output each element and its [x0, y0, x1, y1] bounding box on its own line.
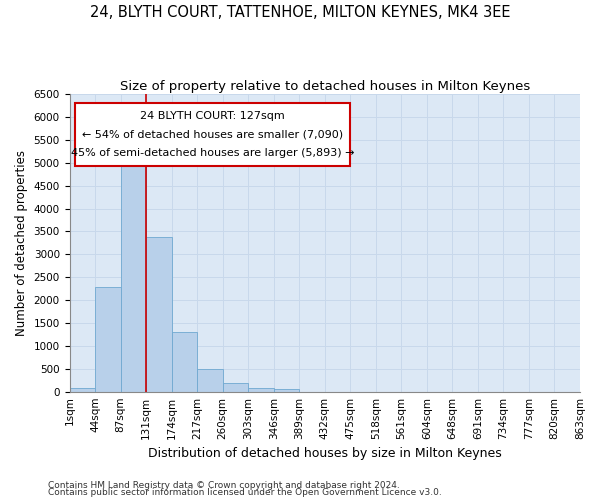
- Text: Contains public sector information licensed under the Open Government Licence v3: Contains public sector information licen…: [48, 488, 442, 497]
- Bar: [70, 388, 95, 392]
- Bar: [274, 389, 299, 392]
- Text: ← 54% of detached houses are smaller (7,090): ← 54% of detached houses are smaller (7,…: [82, 130, 343, 140]
- Bar: [172, 332, 197, 392]
- X-axis label: Distribution of detached houses by size in Milton Keynes: Distribution of detached houses by size …: [148, 447, 502, 460]
- Text: 45% of semi-detached houses are larger (5,893) →: 45% of semi-detached houses are larger (…: [71, 148, 354, 158]
- Bar: [95, 288, 121, 392]
- Text: Contains HM Land Registry data © Crown copyright and database right 2024.: Contains HM Land Registry data © Crown c…: [48, 480, 400, 490]
- Text: 24 BLYTH COURT: 127sqm: 24 BLYTH COURT: 127sqm: [140, 111, 285, 121]
- FancyBboxPatch shape: [74, 103, 350, 166]
- Y-axis label: Number of detached properties: Number of detached properties: [15, 150, 28, 336]
- Bar: [223, 382, 248, 392]
- Bar: [197, 370, 223, 392]
- Bar: [146, 237, 172, 392]
- Text: 24, BLYTH COURT, TATTENHOE, MILTON KEYNES, MK4 3EE: 24, BLYTH COURT, TATTENHOE, MILTON KEYNE…: [90, 5, 510, 20]
- Bar: [121, 144, 146, 392]
- Title: Size of property relative to detached houses in Milton Keynes: Size of property relative to detached ho…: [119, 80, 530, 93]
- Bar: [248, 388, 274, 392]
